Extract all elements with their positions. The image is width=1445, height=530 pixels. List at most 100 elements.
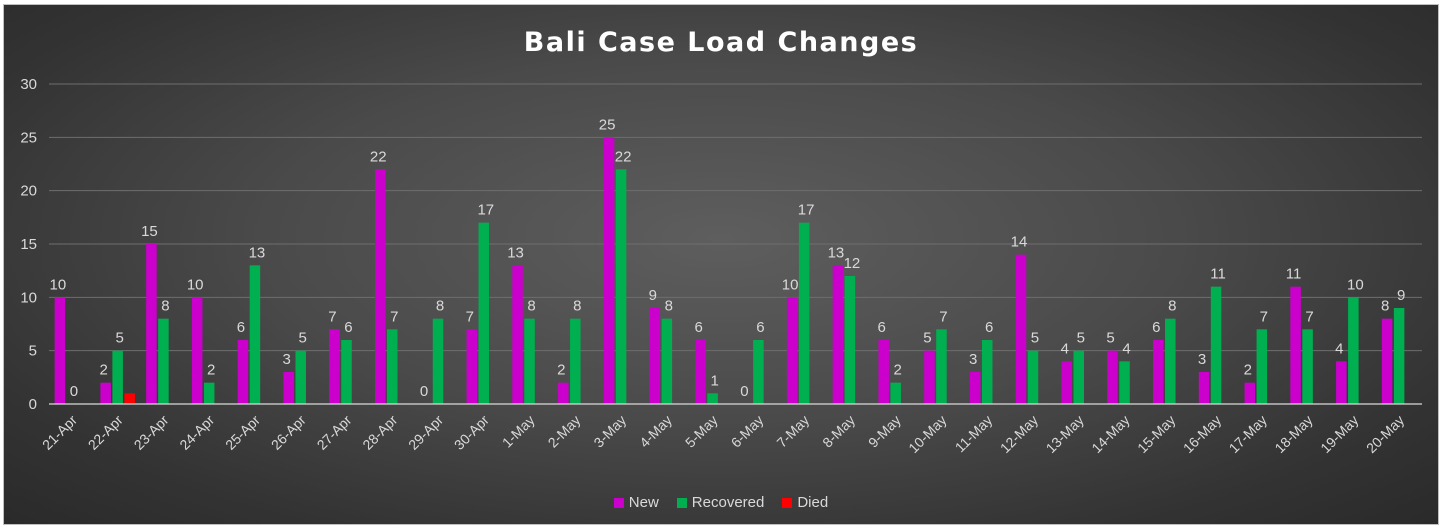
bar <box>466 329 478 404</box>
data-label: 10 <box>1347 276 1364 293</box>
data-label: 8 <box>436 298 444 315</box>
chart-title: Bali Case Load Changes <box>523 27 919 58</box>
data-label: 10 <box>187 276 204 293</box>
y-tick-label: 5 <box>29 343 37 360</box>
x-tick-label: 28-Apr <box>359 412 400 453</box>
bar <box>375 169 386 404</box>
bar <box>1015 254 1027 404</box>
bar <box>158 318 169 404</box>
data-label: 2 <box>207 362 215 379</box>
data-label: 6 <box>1152 319 1160 336</box>
data-label: 8 <box>1168 298 1176 315</box>
data-label: 6 <box>237 319 245 336</box>
x-tick-label: 19-May <box>1317 412 1361 456</box>
bar <box>1027 350 1039 404</box>
data-label: 7 <box>1305 308 1313 325</box>
bar <box>478 222 490 404</box>
x-tick-label: 17-May <box>1226 412 1270 456</box>
x-tick-label: 25-Apr <box>222 412 263 453</box>
legend-swatch <box>782 497 793 508</box>
bar <box>558 382 569 404</box>
data-label: 2 <box>894 362 902 379</box>
x-tick-label: 21-Apr <box>39 412 80 453</box>
bar <box>1244 382 1256 404</box>
legend-item: New <box>613 494 659 511</box>
y-tick-label: 0 <box>29 396 37 413</box>
data-label: 8 <box>1381 298 1389 315</box>
data-label: 2 <box>99 362 107 379</box>
bar <box>661 318 673 404</box>
x-tick-label: 10-May <box>905 412 949 456</box>
data-label: 4 <box>1335 340 1343 357</box>
x-tick-label: 4-May <box>636 412 675 451</box>
bar <box>100 382 111 404</box>
bar <box>1061 361 1072 404</box>
bar <box>786 297 798 404</box>
x-tick-label: 30-Apr <box>451 412 492 453</box>
legend-swatch <box>613 497 624 508</box>
bar <box>649 308 661 404</box>
x-tick-label: 14-May <box>1088 412 1132 456</box>
bar <box>341 340 352 404</box>
data-label: 8 <box>573 298 581 315</box>
data-label: 5 <box>115 330 123 347</box>
bar <box>969 372 981 404</box>
data-label: 7 <box>390 308 398 325</box>
data-label: 11 <box>1210 266 1226 283</box>
x-tick-label: 24-Apr <box>176 412 217 453</box>
bar <box>1210 286 1222 404</box>
x-tick-label: 15-May <box>1134 412 1178 456</box>
legend-item: Died <box>782 494 828 511</box>
bar <box>832 265 844 404</box>
legend-label: Recovered <box>691 494 765 511</box>
data-label: 9 <box>649 287 657 304</box>
y-tick-label: 15 <box>20 236 37 253</box>
data-label: 14 <box>1011 234 1028 251</box>
bar-chart: 05101520253010021-Apr2522-Apr15823-Apr10… <box>20 76 1422 456</box>
data-label: 4 <box>1061 340 1069 357</box>
legend-swatch <box>676 497 687 508</box>
data-label: 9 <box>1397 287 1405 304</box>
data-label: 5 <box>1077 330 1085 347</box>
data-label: 2 <box>1244 362 1252 379</box>
bar <box>924 350 935 404</box>
data-label: 8 <box>665 298 673 315</box>
x-tick-label: 27-Apr <box>314 412 355 453</box>
bar <box>981 340 993 404</box>
data-label: 25 <box>599 116 616 133</box>
bar <box>1119 361 1130 404</box>
bar <box>203 382 215 404</box>
x-tick-label: 22-Apr <box>85 412 126 453</box>
data-label: 5 <box>1106 330 1114 347</box>
data-label: 5 <box>299 330 307 347</box>
data-label: 17 <box>477 202 494 219</box>
bar <box>1290 286 1301 404</box>
bar <box>890 382 901 404</box>
data-label: 15 <box>141 223 158 240</box>
bar <box>878 340 889 404</box>
x-tick-label: 18-May <box>1271 412 1315 456</box>
data-label: 7 <box>939 308 947 325</box>
bar <box>191 297 203 404</box>
data-label: 6 <box>756 319 764 336</box>
x-tick-label: 7-May <box>773 412 812 451</box>
bar <box>570 318 581 404</box>
x-tick-label: 11-May <box>952 412 996 456</box>
x-tick-label: 9-May <box>865 412 904 451</box>
x-tick-label: 8-May <box>819 412 858 451</box>
data-label: 22 <box>615 148 632 165</box>
bar <box>1348 297 1359 404</box>
data-label: 13 <box>828 244 845 261</box>
x-tick-label: 1-May <box>499 412 538 451</box>
data-label: 13 <box>507 244 524 261</box>
data-label: 5 <box>1031 330 1039 347</box>
x-tick-label: 29-Apr <box>405 412 446 453</box>
data-label: 7 <box>328 308 336 325</box>
data-label: 13 <box>249 244 266 261</box>
bar <box>387 329 398 404</box>
data-label: 8 <box>527 298 535 315</box>
bar <box>524 318 535 404</box>
x-tick-label: 26-Apr <box>268 412 309 453</box>
bar <box>54 297 66 404</box>
data-label: 11 <box>1286 266 1302 283</box>
